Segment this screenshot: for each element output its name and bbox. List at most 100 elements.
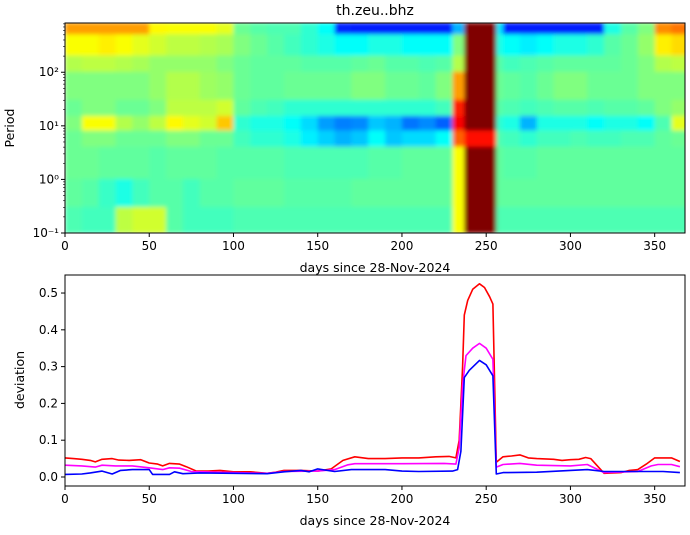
heatmap-cell bbox=[300, 130, 319, 148]
heatmap-cell bbox=[637, 130, 656, 148]
heatmap-cell bbox=[199, 130, 218, 148]
series-line-0 bbox=[65, 282, 681, 475]
heatmap-cell bbox=[553, 71, 572, 101]
heatmap-cell bbox=[132, 23, 150, 36]
heatmap-x-label: days since 28-Nov-2024 bbox=[300, 260, 451, 275]
heatmap-cell bbox=[81, 55, 100, 73]
heatmap-x-tick-label: 300 bbox=[559, 239, 582, 253]
heatmap-cell bbox=[604, 130, 622, 148]
heatmap-cell bbox=[519, 146, 538, 180]
heatmap-cell bbox=[496, 115, 504, 132]
heatmap-cell bbox=[401, 71, 420, 101]
heatmap-cell bbox=[503, 55, 521, 73]
heatmap-cell bbox=[503, 115, 521, 132]
heatmap-cell bbox=[199, 99, 218, 117]
heatmap-cell bbox=[166, 146, 184, 180]
heatmap-cell bbox=[81, 71, 100, 101]
heatmap-cell bbox=[553, 115, 572, 132]
heatmap-cell bbox=[671, 71, 685, 101]
heatmap-cell bbox=[284, 23, 302, 36]
heatmap-x-tick-label: 350 bbox=[643, 239, 666, 253]
line-x-label: days since 28-Nov-2024 bbox=[300, 513, 451, 528]
heatmap-cell bbox=[216, 23, 235, 36]
heatmap-cell bbox=[536, 115, 555, 132]
heatmap-cell bbox=[182, 178, 201, 208]
heatmap-cell bbox=[385, 55, 403, 73]
heatmap-cell bbox=[368, 55, 386, 73]
heatmap-cell bbox=[671, 115, 685, 132]
heatmap-cell bbox=[464, 99, 497, 117]
heatmap-x-tick-label: 200 bbox=[391, 239, 414, 253]
heatmap-cell bbox=[98, 178, 117, 208]
heatmap-cell bbox=[284, 146, 302, 180]
heatmap-cell bbox=[620, 178, 639, 208]
heatmap-cell bbox=[300, 178, 319, 208]
heatmap-cell bbox=[536, 23, 555, 36]
line-x-tick-label: 300 bbox=[559, 492, 582, 506]
heatmap-cell bbox=[401, 99, 420, 117]
heatmap-cell bbox=[334, 99, 353, 117]
heatmap-cell bbox=[233, 71, 251, 101]
heatmap-cell bbox=[351, 206, 369, 233]
heatmap-cell bbox=[233, 206, 251, 233]
heatmap-cell bbox=[317, 34, 336, 57]
heatmap-cell bbox=[368, 71, 386, 101]
heatmap-cell bbox=[671, 146, 685, 180]
heatmap-cell bbox=[216, 34, 235, 57]
heatmap-cell bbox=[435, 206, 454, 233]
heatmap-cell bbox=[300, 206, 319, 233]
heatmap-cell bbox=[267, 34, 285, 57]
heatmap-cell bbox=[81, 23, 100, 36]
heatmap-cell bbox=[570, 34, 588, 57]
heatmap-cell bbox=[570, 23, 588, 36]
heatmap-cell bbox=[587, 146, 605, 180]
line-y-tick-label: 0.3 bbox=[39, 360, 58, 374]
heatmap-cell bbox=[233, 99, 251, 117]
heatmap-cell bbox=[300, 23, 319, 36]
heatmap-cell bbox=[587, 206, 605, 233]
heatmap-x-tick-label: 250 bbox=[475, 239, 498, 253]
heatmap-cell bbox=[553, 99, 572, 117]
heatmap-cell bbox=[671, 178, 685, 208]
heatmap-cell bbox=[132, 115, 150, 132]
heatmap-cell bbox=[503, 34, 521, 57]
heatmap-cell bbox=[401, 146, 420, 180]
heatmap-cell bbox=[637, 23, 656, 36]
heatmap-cell bbox=[351, 178, 369, 208]
heatmap-cell bbox=[604, 178, 622, 208]
heatmap-cell bbox=[98, 55, 117, 73]
heatmap-cell bbox=[604, 71, 622, 101]
heatmap-cell bbox=[536, 34, 555, 57]
heatmap-cell bbox=[115, 130, 133, 148]
heatmap-cell bbox=[418, 99, 437, 117]
heatmap-cell bbox=[654, 206, 673, 233]
heatmap-cell bbox=[132, 206, 150, 233]
heatmap-cell bbox=[233, 146, 251, 180]
heatmap-cell bbox=[519, 99, 538, 117]
line-x-tick-label: 250 bbox=[475, 492, 498, 506]
heatmap-cell bbox=[98, 146, 117, 180]
heatmap-cell bbox=[519, 115, 538, 132]
heatmap-cell bbox=[351, 71, 369, 101]
heatmap-cell bbox=[98, 34, 117, 57]
heatmap-cell bbox=[166, 115, 184, 132]
heatmap-cell bbox=[115, 178, 133, 208]
heatmap-cell bbox=[637, 34, 656, 57]
heatmap-cell bbox=[418, 130, 437, 148]
heatmap-cell bbox=[199, 23, 218, 36]
heatmap-cell bbox=[233, 23, 251, 36]
heatmap-cell bbox=[587, 115, 605, 132]
heatmap-cell bbox=[334, 115, 353, 132]
heatmap-cell bbox=[267, 71, 285, 101]
heatmap-cell bbox=[452, 130, 465, 148]
heatmap-cell bbox=[182, 55, 201, 73]
heatmap-cell bbox=[452, 23, 465, 36]
heatmap-cell bbox=[435, 23, 454, 36]
heatmap-cell bbox=[637, 146, 656, 180]
heatmap-cell bbox=[464, 115, 497, 132]
heatmap-cell bbox=[553, 34, 572, 57]
heatmap-cell bbox=[250, 130, 268, 148]
heatmap-cell bbox=[620, 99, 639, 117]
heatmap-cell bbox=[452, 71, 465, 101]
line-y-tick-label: 0.5 bbox=[39, 286, 58, 300]
